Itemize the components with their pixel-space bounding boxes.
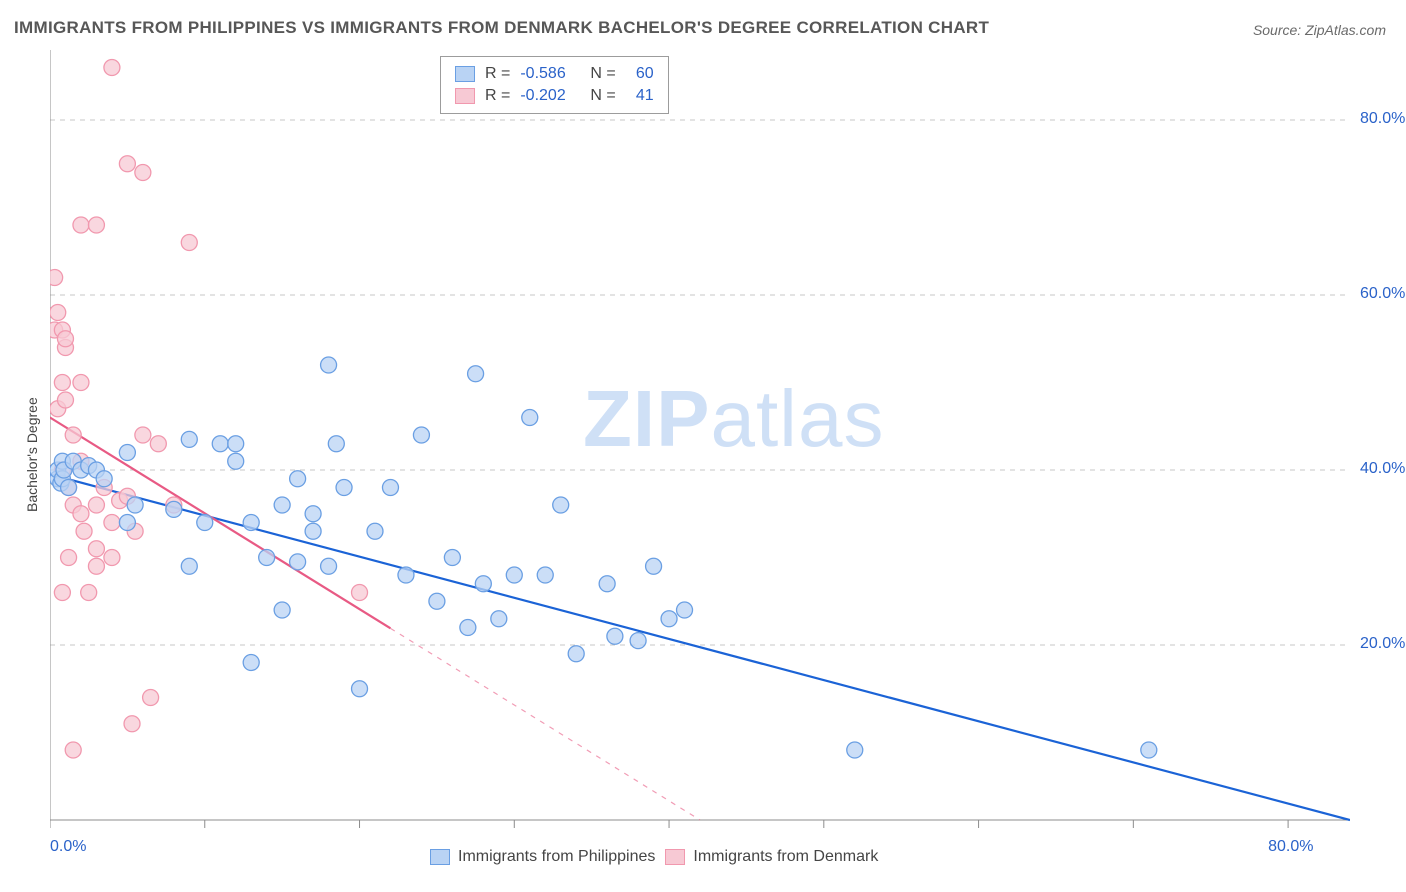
series-legend-philippines: Immigrants from Philippines bbox=[430, 848, 655, 866]
legend-row-philippines: R =-0.586N =60 bbox=[455, 63, 654, 85]
legend-swatch bbox=[455, 88, 475, 104]
legend-swatch bbox=[430, 849, 450, 865]
x-tick-label: 80.0% bbox=[1268, 838, 1313, 856]
series-label: Immigrants from Philippines bbox=[458, 848, 655, 866]
legend-row-denmark: R =-0.202N =41 bbox=[455, 85, 654, 107]
series-label: Immigrants from Denmark bbox=[693, 848, 878, 866]
y-tick-label: 80.0% bbox=[1360, 110, 1405, 128]
y-axis-title: Bachelor's Degree bbox=[24, 397, 40, 512]
chart-canvas bbox=[50, 50, 1350, 832]
legend-swatch bbox=[665, 849, 685, 865]
series-legend: Immigrants from Philippines Immigrants fr… bbox=[430, 848, 878, 866]
x-tick-label: 0.0% bbox=[50, 838, 86, 856]
legend-swatch bbox=[455, 66, 475, 82]
y-tick-label: 60.0% bbox=[1360, 285, 1405, 303]
series-legend-denmark: Immigrants from Denmark bbox=[665, 848, 878, 866]
chart-title: IMMIGRANTS FROM PHILIPPINES VS IMMIGRANT… bbox=[14, 18, 989, 38]
y-tick-label: 20.0% bbox=[1360, 635, 1405, 653]
source-label: Source: ZipAtlas.com bbox=[1253, 22, 1386, 38]
correlation-legend: R =-0.586N =60R =-0.202N =41 bbox=[440, 56, 669, 114]
y-tick-label: 40.0% bbox=[1360, 460, 1405, 478]
plot-area: ZIPatlas bbox=[50, 50, 1350, 820]
